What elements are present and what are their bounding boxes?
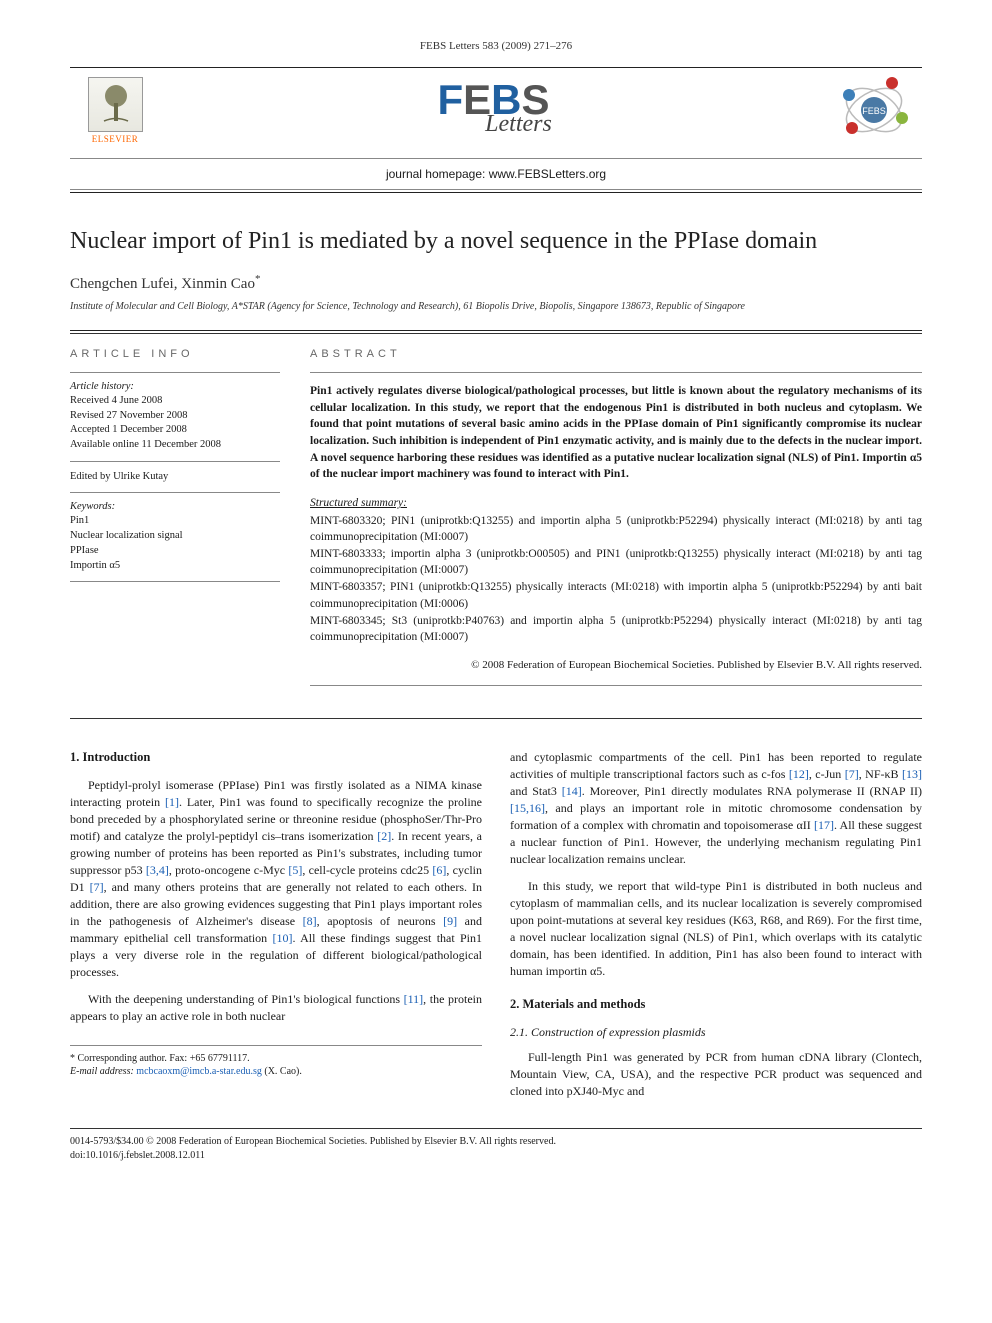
abstract-column: ABSTRACT Pin1 actively regulates diverse… bbox=[310, 348, 922, 688]
divider bbox=[70, 192, 922, 193]
divider bbox=[70, 189, 922, 190]
elsevier-logo: ELSEVIER bbox=[80, 70, 150, 150]
reference-link[interactable]: [9] bbox=[443, 914, 457, 928]
footer: 0014-5793/$34.00 © 2008 Federation of Eu… bbox=[70, 1128, 922, 1162]
keywords-block: Keywords: Pin1 Nuclear localization sign… bbox=[70, 492, 280, 582]
history-received: Received 4 June 2008 bbox=[70, 394, 280, 409]
journal-reference: FEBS Letters 583 (2009) 271–276 bbox=[70, 40, 922, 52]
febs-logo: FEBS Letters bbox=[435, 82, 552, 139]
reference-link[interactable]: [13] bbox=[902, 767, 922, 781]
reference-link[interactable]: [15,16] bbox=[510, 801, 545, 815]
email-link[interactable]: mcbcaoxm@imcb.a-star.edu.sg bbox=[136, 1066, 262, 1077]
body-text: . Moreover, Pin1 directly modulates RNA … bbox=[582, 784, 922, 798]
footnote-block: * Corresponding author. Fax: +65 6779111… bbox=[70, 1045, 482, 1079]
febs-letters-subtitle: Letters bbox=[485, 111, 552, 138]
body-text: With the deepening understanding of Pin1… bbox=[88, 992, 404, 1006]
email-line: E-mail address: mcbcaoxm@imcb.a-star.edu… bbox=[70, 1065, 482, 1079]
structured-summary-item: MINT-6803333; importin alpha 3 (uniprotk… bbox=[310, 546, 922, 578]
divider bbox=[310, 685, 922, 686]
reference-link[interactable]: [3,4] bbox=[146, 863, 169, 877]
article-info-heading: ARTICLE INFO bbox=[70, 348, 280, 360]
intro-paragraph: With the deepening understanding of Pin1… bbox=[70, 991, 482, 1025]
reference-link[interactable]: [7] bbox=[90, 880, 104, 894]
elsevier-tree-icon bbox=[88, 77, 143, 132]
edited-by: Edited by Ulrike Kutay bbox=[70, 470, 280, 485]
email-label: E-mail address: bbox=[70, 1066, 136, 1077]
structured-summary-item: MINT-6803320; PIN1 (uniprotkb:Q13255) an… bbox=[310, 513, 922, 545]
reference-link[interactable]: [12] bbox=[789, 767, 809, 781]
body-paragraph: In this study, we report that wild-type … bbox=[510, 878, 922, 980]
edited-by-block: Edited by Ulrike Kutay bbox=[70, 461, 280, 493]
keyword-item: Importin α5 bbox=[70, 559, 280, 574]
history-revised: Revised 27 November 2008 bbox=[70, 409, 280, 424]
structured-summary-item: MINT-6803357; PIN1 (uniprotkb:Q13255) ph… bbox=[310, 579, 922, 611]
section-heading-introduction: 1. Introduction bbox=[70, 749, 482, 767]
history-accepted: Accepted 1 December 2008 bbox=[70, 423, 280, 438]
abstract-heading: ABSTRACT bbox=[310, 348, 922, 360]
author-names: Chengchen Lufei, Xinmin Cao bbox=[70, 276, 255, 292]
homepage-url[interactable]: www.FEBSLetters.org bbox=[489, 167, 606, 181]
body-paragraph: Full-length Pin1 was generated by PCR fr… bbox=[510, 1049, 922, 1100]
footer-issn: 0014-5793/$34.00 © 2008 Federation of Eu… bbox=[70, 1135, 922, 1149]
reference-link[interactable]: [14] bbox=[562, 784, 582, 798]
reference-link[interactable]: [2] bbox=[377, 829, 391, 843]
divider bbox=[70, 158, 922, 159]
footer-doi: doi:10.1016/j.febslet.2008.12.011 bbox=[70, 1149, 922, 1163]
body-column-right: and cytoplasmic compartments of the cell… bbox=[510, 749, 922, 1110]
reference-link[interactable]: [8] bbox=[303, 914, 317, 928]
keyword-item: Pin1 bbox=[70, 514, 280, 529]
article-info-column: ARTICLE INFO Article history: Received 4… bbox=[70, 348, 280, 688]
reference-link[interactable]: [10] bbox=[273, 931, 293, 945]
body-text: , c-Jun bbox=[809, 767, 845, 781]
elsevier-text: ELSEVIER bbox=[92, 134, 139, 144]
section-heading-methods: 2. Materials and methods bbox=[510, 996, 922, 1014]
history-online: Available online 11 December 2008 bbox=[70, 438, 280, 453]
divider bbox=[70, 330, 922, 331]
copyright: © 2008 Federation of European Biochemica… bbox=[310, 659, 922, 671]
journal-homepage: journal homepage: www.FEBSLetters.org bbox=[70, 161, 922, 187]
subsection-heading: 2.1. Construction of expression plasmids bbox=[510, 1024, 922, 1041]
email-who: (X. Cao). bbox=[262, 1066, 302, 1077]
body-paragraph: and cytoplasmic compartments of the cell… bbox=[510, 749, 922, 868]
affiliation: Institute of Molecular and Cell Biology,… bbox=[70, 301, 922, 312]
article-history-block: Article history: Received 4 June 2008 Re… bbox=[70, 372, 280, 461]
keyword-item: PPIase bbox=[70, 544, 280, 559]
header-logos: ELSEVIER FEBS Letters FEBS bbox=[70, 70, 922, 150]
body-text: , cell-cycle proteins cdc25 bbox=[302, 863, 432, 877]
body-columns: 1. Introduction Peptidyl-prolyl isomeras… bbox=[70, 718, 922, 1110]
reference-link[interactable]: [11] bbox=[404, 992, 424, 1006]
svg-text:FEBS: FEBS bbox=[862, 106, 886, 116]
abstract-text: Pin1 actively regulates diverse biologic… bbox=[310, 383, 922, 483]
article-title: Nuclear import of Pin1 is mediated by a … bbox=[70, 228, 922, 255]
body-column-left: 1. Introduction Peptidyl-prolyl isomeras… bbox=[70, 749, 482, 1110]
reference-link[interactable]: [6] bbox=[432, 863, 446, 877]
reference-link[interactable]: [7] bbox=[845, 767, 859, 781]
society-logo-icon: FEBS bbox=[837, 73, 912, 148]
reference-link[interactable]: [1] bbox=[165, 795, 179, 809]
structured-summary-head: Structured summary: bbox=[310, 497, 922, 509]
homepage-label: journal homepage: bbox=[386, 167, 489, 181]
keywords-head: Keywords: bbox=[70, 501, 280, 512]
corresponding-author-note: * Corresponding author. Fax: +65 6779111… bbox=[70, 1052, 482, 1066]
reference-link[interactable]: [5] bbox=[288, 863, 302, 877]
body-text: , NF-κB bbox=[859, 767, 902, 781]
intro-paragraph: Peptidyl-prolyl isomerase (PPIase) Pin1 … bbox=[70, 777, 482, 981]
history-head: Article history: bbox=[70, 381, 280, 392]
keyword-item: Nuclear localization signal bbox=[70, 529, 280, 544]
structured-summary-item: MINT-6803345; St3 (uniprotkb:P40763) and… bbox=[310, 613, 922, 645]
reference-link[interactable]: [17] bbox=[814, 818, 834, 832]
body-text: , apoptosis of neurons bbox=[317, 914, 443, 928]
body-text: , proto-oncogene c-Myc bbox=[169, 863, 288, 877]
info-abstract-container: ARTICLE INFO Article history: Received 4… bbox=[70, 333, 922, 688]
body-text: and Stat3 bbox=[510, 784, 562, 798]
authors: Chengchen Lufei, Xinmin Cao* bbox=[70, 273, 922, 293]
divider bbox=[70, 67, 922, 68]
corresponding-marker: * bbox=[255, 273, 261, 285]
